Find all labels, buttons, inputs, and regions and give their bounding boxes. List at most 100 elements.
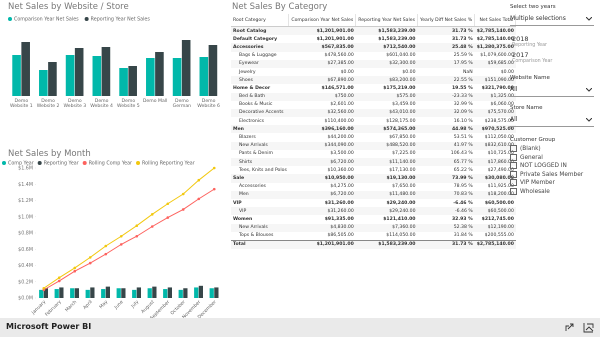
- table-cell: $396,160.00: [321, 126, 354, 132]
- bar: [209, 288, 214, 298]
- table-cell: $2,785,140.00: [476, 36, 514, 42]
- checkbox-option[interactable]: VIP Member: [510, 179, 598, 188]
- slicer-title: Select two years: [510, 4, 556, 10]
- year-caption: Reporting Year: [512, 43, 547, 48]
- column-header[interactable]: Reporting Year Net Sales: [355, 14, 418, 27]
- table-cell: Bed & Bath: [239, 94, 266, 100]
- dropdown[interactable]: Multiple selections: [510, 13, 594, 26]
- line: [43, 188, 215, 291]
- line-point: [57, 276, 61, 279]
- table-cell: 16.10 %: [453, 118, 473, 124]
- table-cell: Shirts: [239, 159, 253, 165]
- table-cell: $567,835.00: [321, 44, 354, 50]
- chart-area: Comp Year Reporting Year Rolling Comp Year…: [0, 148, 228, 321]
- column-header[interactable]: Yearly Diff Net Sales %: [417, 14, 476, 27]
- year[interactable]: 2018: [512, 35, 529, 43]
- table-cell: $43,010.00: [389, 110, 416, 116]
- table-cell: $7,225.00: [392, 151, 416, 157]
- year-list: 2018 Reporting Year 2017 Comparison Year: [512, 32, 592, 64]
- bar: [65, 55, 75, 96]
- checkbox[interactable]: [510, 162, 517, 169]
- table-cell: $86,505.00: [327, 233, 354, 239]
- table-row: Decorative Accents $32,560.00 $43,010.00 32…: [231, 108, 516, 118]
- checkbox[interactable]: [510, 145, 517, 152]
- bar: [155, 52, 164, 96]
- line-point: [150, 213, 154, 216]
- table-container: Root Category Comparison Year Net Sales Re…: [231, 14, 517, 250]
- table-cell: 73.99 %: [451, 175, 473, 181]
- x-tick-label: Demo Website 2: [36, 99, 60, 110]
- table-cell: Books & Music: [239, 102, 273, 108]
- y-tick-label: $1.6M: [18, 166, 33, 172]
- dropdown-value: All: [510, 116, 518, 123]
- year[interactable]: 2017: [512, 51, 529, 59]
- table-cell: $128,175.00: [386, 118, 416, 124]
- table-row: Accessories $567,835.00 $712,540.00 25.48 %…: [231, 43, 516, 52]
- column-header[interactable]: Net Sales Total: [474, 14, 517, 27]
- x-tick-label: March: [64, 299, 78, 313]
- table-cell: $7,650.00: [392, 184, 416, 190]
- dropdown[interactable]: All: [510, 114, 594, 127]
- checkbox-option[interactable]: Wholesale: [510, 187, 598, 197]
- table-row: Total $1,201,901.00 $1,583,239.00 31.73 % $2…: [231, 239, 516, 250]
- table-cell: $44,200.00: [327, 135, 354, 141]
- table-cell: $121,410.00: [383, 216, 416, 222]
- legend-label: Reporting Year Net Sales: [91, 17, 151, 23]
- chevron: [586, 17, 592, 21]
- dropdown-value: All: [510, 86, 518, 93]
- table-row: New Arrivals $344,090.00 $488,520.00 41.97 …: [231, 141, 516, 150]
- slicer-title: Website Name: [510, 75, 550, 81]
- table-cell: Accessories: [239, 184, 266, 190]
- chevron-path: [586, 118, 592, 122]
- table-cell: $91,335.00: [324, 216, 354, 222]
- table-row: Men $396,160.00 $574,365.00 44.98 % $970,525…: [231, 125, 516, 134]
- table-cell: $10,360.00: [327, 167, 354, 173]
- bar: [199, 57, 209, 96]
- x-tick-label: July: [129, 299, 140, 310]
- checkbox[interactable]: [510, 179, 517, 186]
- table-cell: $31,260.00: [327, 208, 354, 214]
- table-cell: $1,583,239.00: [378, 36, 416, 42]
- table-cell: New Arrivals: [239, 225, 268, 231]
- checkbox[interactable]: [510, 170, 517, 178]
- table-cell: 31.73 %: [417, 239, 475, 250]
- table-cell: $601,040.00: [386, 53, 416, 59]
- line-point: [88, 256, 92, 259]
- table-cell: 70.83 %: [453, 192, 473, 198]
- line-point: [212, 187, 216, 191]
- checkbox-option[interactable]: (Blank): [510, 145, 598, 154]
- bar: [136, 287, 141, 298]
- table-cell: VIP: [233, 200, 242, 206]
- bar: [74, 288, 79, 298]
- footer-icons[interactable]: [565, 322, 595, 333]
- table-cell: $27,490.00: [487, 167, 514, 173]
- x-tick-label: Demo Website 4: [90, 99, 113, 110]
- table-cell: 22.55 %: [453, 77, 473, 83]
- column-header[interactable]: Comparison Year Net Sales: [288, 14, 357, 27]
- column-header[interactable]: Root Category: [231, 14, 290, 27]
- checkbox-option[interactable]: General: [510, 153, 598, 163]
- bar: [116, 288, 121, 298]
- checkbox-option[interactable]: NOT LOGGED IN: [510, 162, 598, 171]
- table-cell: $0.00: [340, 69, 354, 75]
- bar: [48, 62, 57, 96]
- table-cell: $6,720.00: [330, 159, 354, 165]
- checkbox-option[interactable]: Private Sales Member: [510, 170, 598, 180]
- checkbox[interactable]: [510, 153, 517, 161]
- legend-label: Comparison Year Net Sales: [14, 17, 79, 23]
- table-cell: VIP: [239, 208, 247, 214]
- bar: [147, 288, 152, 298]
- table-cell: 19.55 %: [451, 85, 473, 91]
- table-cell: 32.99 %: [453, 102, 473, 108]
- bar: [70, 288, 75, 298]
- line-point: [73, 266, 77, 270]
- dropdown[interactable]: All: [510, 84, 594, 97]
- table-cell: 65.77 %: [453, 159, 473, 165]
- legend-label: Rolling Comp Year: [89, 161, 132, 167]
- table-cell: $6,060.00: [490, 102, 514, 108]
- table-cell: $200,555.00: [484, 233, 514, 239]
- checkbox[interactable]: [510, 187, 517, 195]
- table-cell: -23.33 %: [452, 94, 473, 100]
- table-cell: $750.00: [334, 94, 354, 100]
- table-cell: $7,360.00: [392, 225, 416, 231]
